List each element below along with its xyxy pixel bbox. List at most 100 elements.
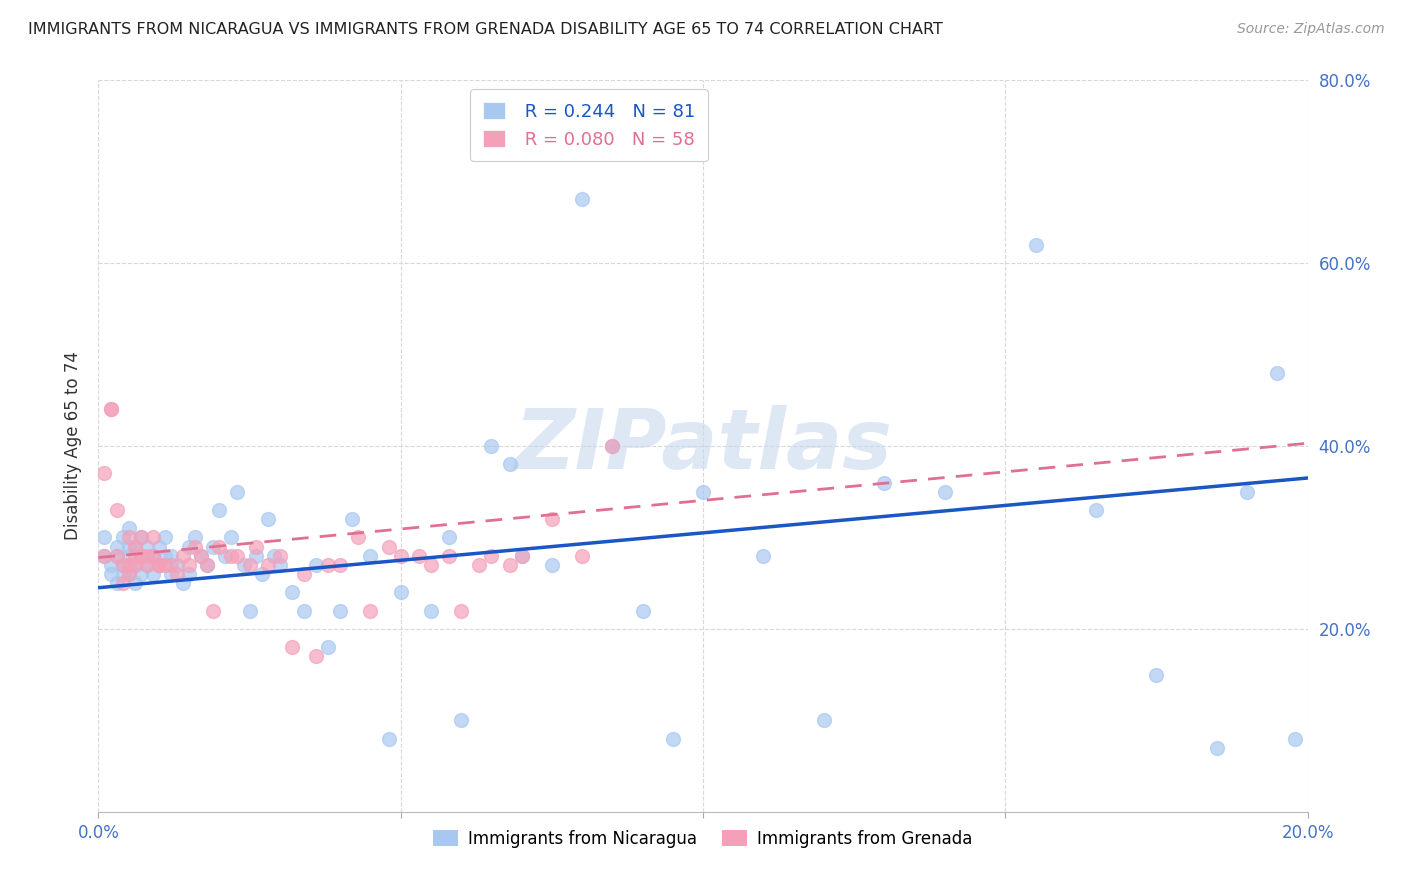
Point bbox=[111, 558, 134, 572]
Point bbox=[135, 558, 157, 572]
Point bbox=[142, 567, 165, 582]
Point bbox=[316, 558, 339, 572]
Point bbox=[510, 549, 533, 563]
Point bbox=[160, 558, 183, 572]
Point bbox=[129, 549, 152, 563]
Point bbox=[226, 484, 249, 499]
Point bbox=[692, 484, 714, 499]
Point bbox=[195, 558, 218, 572]
Point bbox=[1085, 503, 1108, 517]
Point bbox=[124, 549, 146, 563]
Point bbox=[129, 549, 152, 563]
Point bbox=[631, 603, 654, 617]
Point bbox=[124, 558, 146, 572]
Point bbox=[105, 549, 128, 563]
Point bbox=[256, 558, 278, 572]
Point bbox=[1024, 238, 1046, 252]
Point bbox=[281, 640, 304, 655]
Point bbox=[208, 503, 231, 517]
Point bbox=[481, 549, 503, 563]
Text: ZIPatlas: ZIPatlas bbox=[515, 406, 891, 486]
Point bbox=[245, 549, 267, 563]
Point bbox=[221, 530, 243, 544]
Point bbox=[153, 558, 176, 572]
Point bbox=[111, 567, 134, 582]
Point bbox=[232, 558, 254, 572]
Point bbox=[571, 192, 593, 206]
Point bbox=[342, 512, 364, 526]
Point bbox=[124, 540, 146, 554]
Text: IMMIGRANTS FROM NICARAGUA VS IMMIGRANTS FROM GRENADA DISABILITY AGE 65 TO 74 COR: IMMIGRANTS FROM NICARAGUA VS IMMIGRANTS … bbox=[28, 22, 943, 37]
Point bbox=[172, 576, 194, 591]
Point bbox=[329, 603, 352, 617]
Point bbox=[105, 540, 128, 554]
Point bbox=[179, 567, 201, 582]
Point bbox=[111, 530, 134, 544]
Point bbox=[269, 549, 291, 563]
Point bbox=[202, 540, 225, 554]
Point bbox=[420, 558, 443, 572]
Point bbox=[148, 558, 170, 572]
Point bbox=[148, 558, 170, 572]
Point bbox=[752, 549, 775, 563]
Point bbox=[256, 512, 278, 526]
Point bbox=[208, 540, 231, 554]
Point bbox=[148, 558, 170, 572]
Point bbox=[172, 549, 194, 563]
Y-axis label: Disability Age 65 to 74: Disability Age 65 to 74 bbox=[63, 351, 82, 541]
Point bbox=[420, 603, 443, 617]
Point bbox=[389, 585, 412, 599]
Point bbox=[540, 558, 562, 572]
Point bbox=[160, 567, 183, 582]
Point bbox=[468, 558, 491, 572]
Point bbox=[437, 530, 460, 544]
Point bbox=[153, 530, 176, 544]
Point bbox=[179, 558, 201, 572]
Point bbox=[142, 530, 165, 544]
Point bbox=[105, 549, 128, 563]
Point bbox=[226, 549, 249, 563]
Point bbox=[1236, 484, 1258, 499]
Point bbox=[100, 558, 122, 572]
Point bbox=[481, 439, 503, 453]
Point bbox=[93, 530, 115, 544]
Point bbox=[118, 567, 141, 582]
Point bbox=[329, 558, 352, 572]
Point bbox=[129, 530, 152, 544]
Point bbox=[153, 549, 176, 563]
Point bbox=[510, 549, 533, 563]
Point bbox=[873, 475, 896, 490]
Point bbox=[105, 503, 128, 517]
Point bbox=[118, 567, 141, 582]
Point bbox=[166, 567, 188, 582]
Point bbox=[135, 549, 157, 563]
Point bbox=[111, 558, 134, 572]
Point bbox=[166, 558, 188, 572]
Point bbox=[316, 640, 339, 655]
Point bbox=[111, 576, 134, 591]
Point bbox=[239, 603, 262, 617]
Point bbox=[305, 558, 328, 572]
Point bbox=[661, 731, 683, 746]
Point bbox=[129, 567, 152, 582]
Point bbox=[118, 540, 141, 554]
Point bbox=[360, 603, 382, 617]
Legend: Immigrants from Nicaragua, Immigrants from Grenada: Immigrants from Nicaragua, Immigrants fr… bbox=[426, 823, 980, 855]
Point bbox=[602, 439, 624, 453]
Point bbox=[135, 540, 157, 554]
Point bbox=[118, 558, 141, 572]
Point bbox=[1206, 740, 1229, 755]
Point bbox=[269, 558, 291, 572]
Point bbox=[118, 530, 141, 544]
Point bbox=[602, 439, 624, 453]
Point bbox=[571, 549, 593, 563]
Point bbox=[135, 558, 157, 572]
Point bbox=[281, 585, 304, 599]
Point bbox=[184, 540, 207, 554]
Point bbox=[100, 402, 122, 417]
Point bbox=[100, 402, 122, 417]
Text: Source: ZipAtlas.com: Source: ZipAtlas.com bbox=[1237, 22, 1385, 37]
Point bbox=[360, 549, 382, 563]
Point bbox=[93, 549, 115, 563]
Point bbox=[190, 549, 212, 563]
